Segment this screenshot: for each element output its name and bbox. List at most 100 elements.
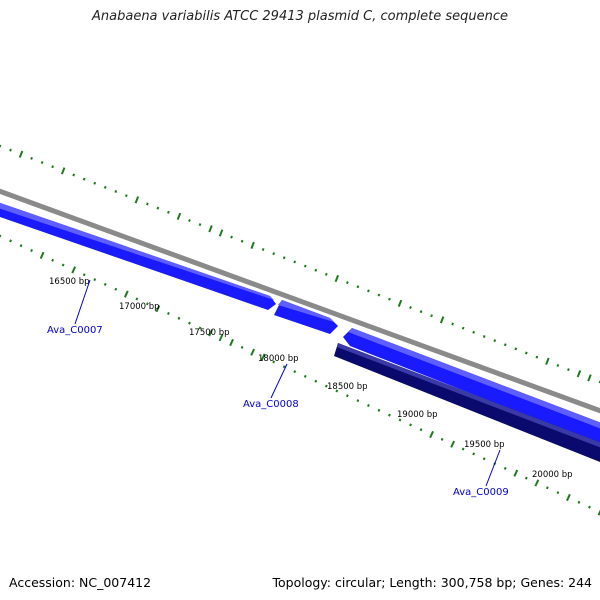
page-title: Anabaena variabilis ATCC 29413 plasmid C… [92, 9, 508, 24]
gc-tick [566, 493, 571, 502]
gc-tick [30, 156, 33, 160]
gc-tick [30, 249, 33, 253]
gc-tick [503, 343, 507, 347]
gc-tick [577, 500, 581, 504]
gc-tick [124, 194, 128, 198]
gene-leader-line [485, 449, 501, 487]
gc-tick [419, 310, 423, 314]
scale-label: 17500 bp [189, 328, 230, 338]
gc-tick [155, 305, 161, 313]
gc-tick [597, 509, 600, 516]
gc-tick [397, 299, 403, 307]
gc-tick [18, 150, 24, 158]
gc-tick [576, 370, 582, 378]
scale-label: 18000 bp [258, 354, 299, 364]
gene-label-Ava_C0009[interactable]: Ava_C0009 [453, 487, 509, 498]
gc-tick [208, 225, 213, 233]
gene-label-Ava_C0008[interactable]: Ava_C0008 [243, 399, 299, 410]
gc-tick [261, 248, 265, 251]
summary-text: Topology: circular; Length: 300,758 bp; … [272, 575, 593, 590]
gene-leader-line [74, 279, 91, 325]
gc-tick [9, 239, 12, 243]
gc-tick [123, 290, 129, 298]
gc-tick [198, 326, 202, 330]
gc-tick [367, 403, 370, 407]
gc-tick [535, 355, 539, 359]
gc-tick [367, 289, 370, 293]
gc-tick [40, 161, 44, 165]
gc-tick [72, 173, 76, 177]
gc-tick [103, 185, 107, 189]
gc-tick [176, 212, 182, 221]
gc-tick [71, 266, 77, 274]
gene-leader-line [270, 363, 288, 399]
gc-tick [145, 202, 149, 206]
gc-track-inner [0, 234, 600, 516]
gc-tick [567, 368, 570, 372]
gc-tick [534, 479, 540, 487]
gc-tick [230, 235, 233, 239]
gc-tick [218, 334, 224, 342]
gc-tick [419, 428, 423, 432]
gc-tick [556, 491, 560, 495]
gc-tick [356, 399, 360, 403]
scale-label: 17000 bp [119, 302, 160, 312]
gc-tick [208, 329, 213, 337]
gc-tick [461, 447, 465, 451]
gc-tick [188, 321, 191, 325]
gene-forward-3[interactable] [343, 328, 600, 452]
scale-label: 16500 bp [49, 277, 90, 287]
gc-tick [229, 338, 234, 347]
gc-tick [545, 486, 549, 490]
gc-tick [493, 339, 497, 343]
gc-tick [156, 206, 160, 210]
gc-tick [198, 223, 202, 227]
gc-tick [188, 219, 191, 223]
gc-tick [439, 316, 445, 324]
gene-Ava_C0007-highlight [0, 202, 274, 300]
gc-tick [51, 165, 55, 169]
gc-tick [250, 241, 255, 249]
gc-tick [240, 239, 244, 243]
gc-tick [145, 302, 149, 306]
gc-tick [0, 234, 2, 238]
gc-tick [272, 252, 276, 256]
gc-tick [303, 374, 307, 378]
gc-tick [429, 430, 434, 439]
gc-tick [167, 210, 170, 214]
backbone-line [0, 188, 600, 414]
gc-tick [303, 264, 307, 268]
gc-tick [461, 326, 465, 330]
gc-tick [409, 423, 412, 427]
gene-Ava_C0009[interactable] [334, 343, 600, 470]
gc-tick [93, 181, 97, 185]
gc-tick [314, 379, 318, 383]
gc-tick [240, 345, 244, 349]
gc-tick [335, 389, 339, 393]
gc-tick [9, 148, 12, 152]
gene-label-Ava_C0007[interactable]: Ava_C0007 [47, 325, 103, 336]
gc-tick [114, 287, 118, 291]
gene-forward-3-highlight [348, 328, 600, 429]
gc-tick [135, 297, 139, 301]
gc-tick [451, 322, 455, 326]
gc-tick [450, 440, 456, 448]
gc-tick [293, 260, 297, 264]
gc-tick [334, 274, 340, 283]
gc-tick [314, 268, 318, 272]
gc-tick [482, 457, 486, 461]
gc-tick [167, 311, 170, 315]
gc-track-outer [0, 144, 600, 384]
gc-tick [398, 418, 402, 422]
gc-tick [39, 251, 45, 259]
gc-tick [440, 437, 444, 441]
gc-tick [60, 167, 66, 175]
accession-text: Accession: NC_007412 [9, 575, 152, 590]
gene-Ava_C0008-highlight [278, 300, 334, 322]
scale-label: 19500 bp [464, 440, 505, 450]
scale-label: 18500 bp [327, 382, 368, 392]
gc-tick [324, 384, 328, 388]
gc-tick [503, 466, 507, 470]
gc-tick [282, 256, 286, 260]
gc-tick [588, 505, 591, 509]
